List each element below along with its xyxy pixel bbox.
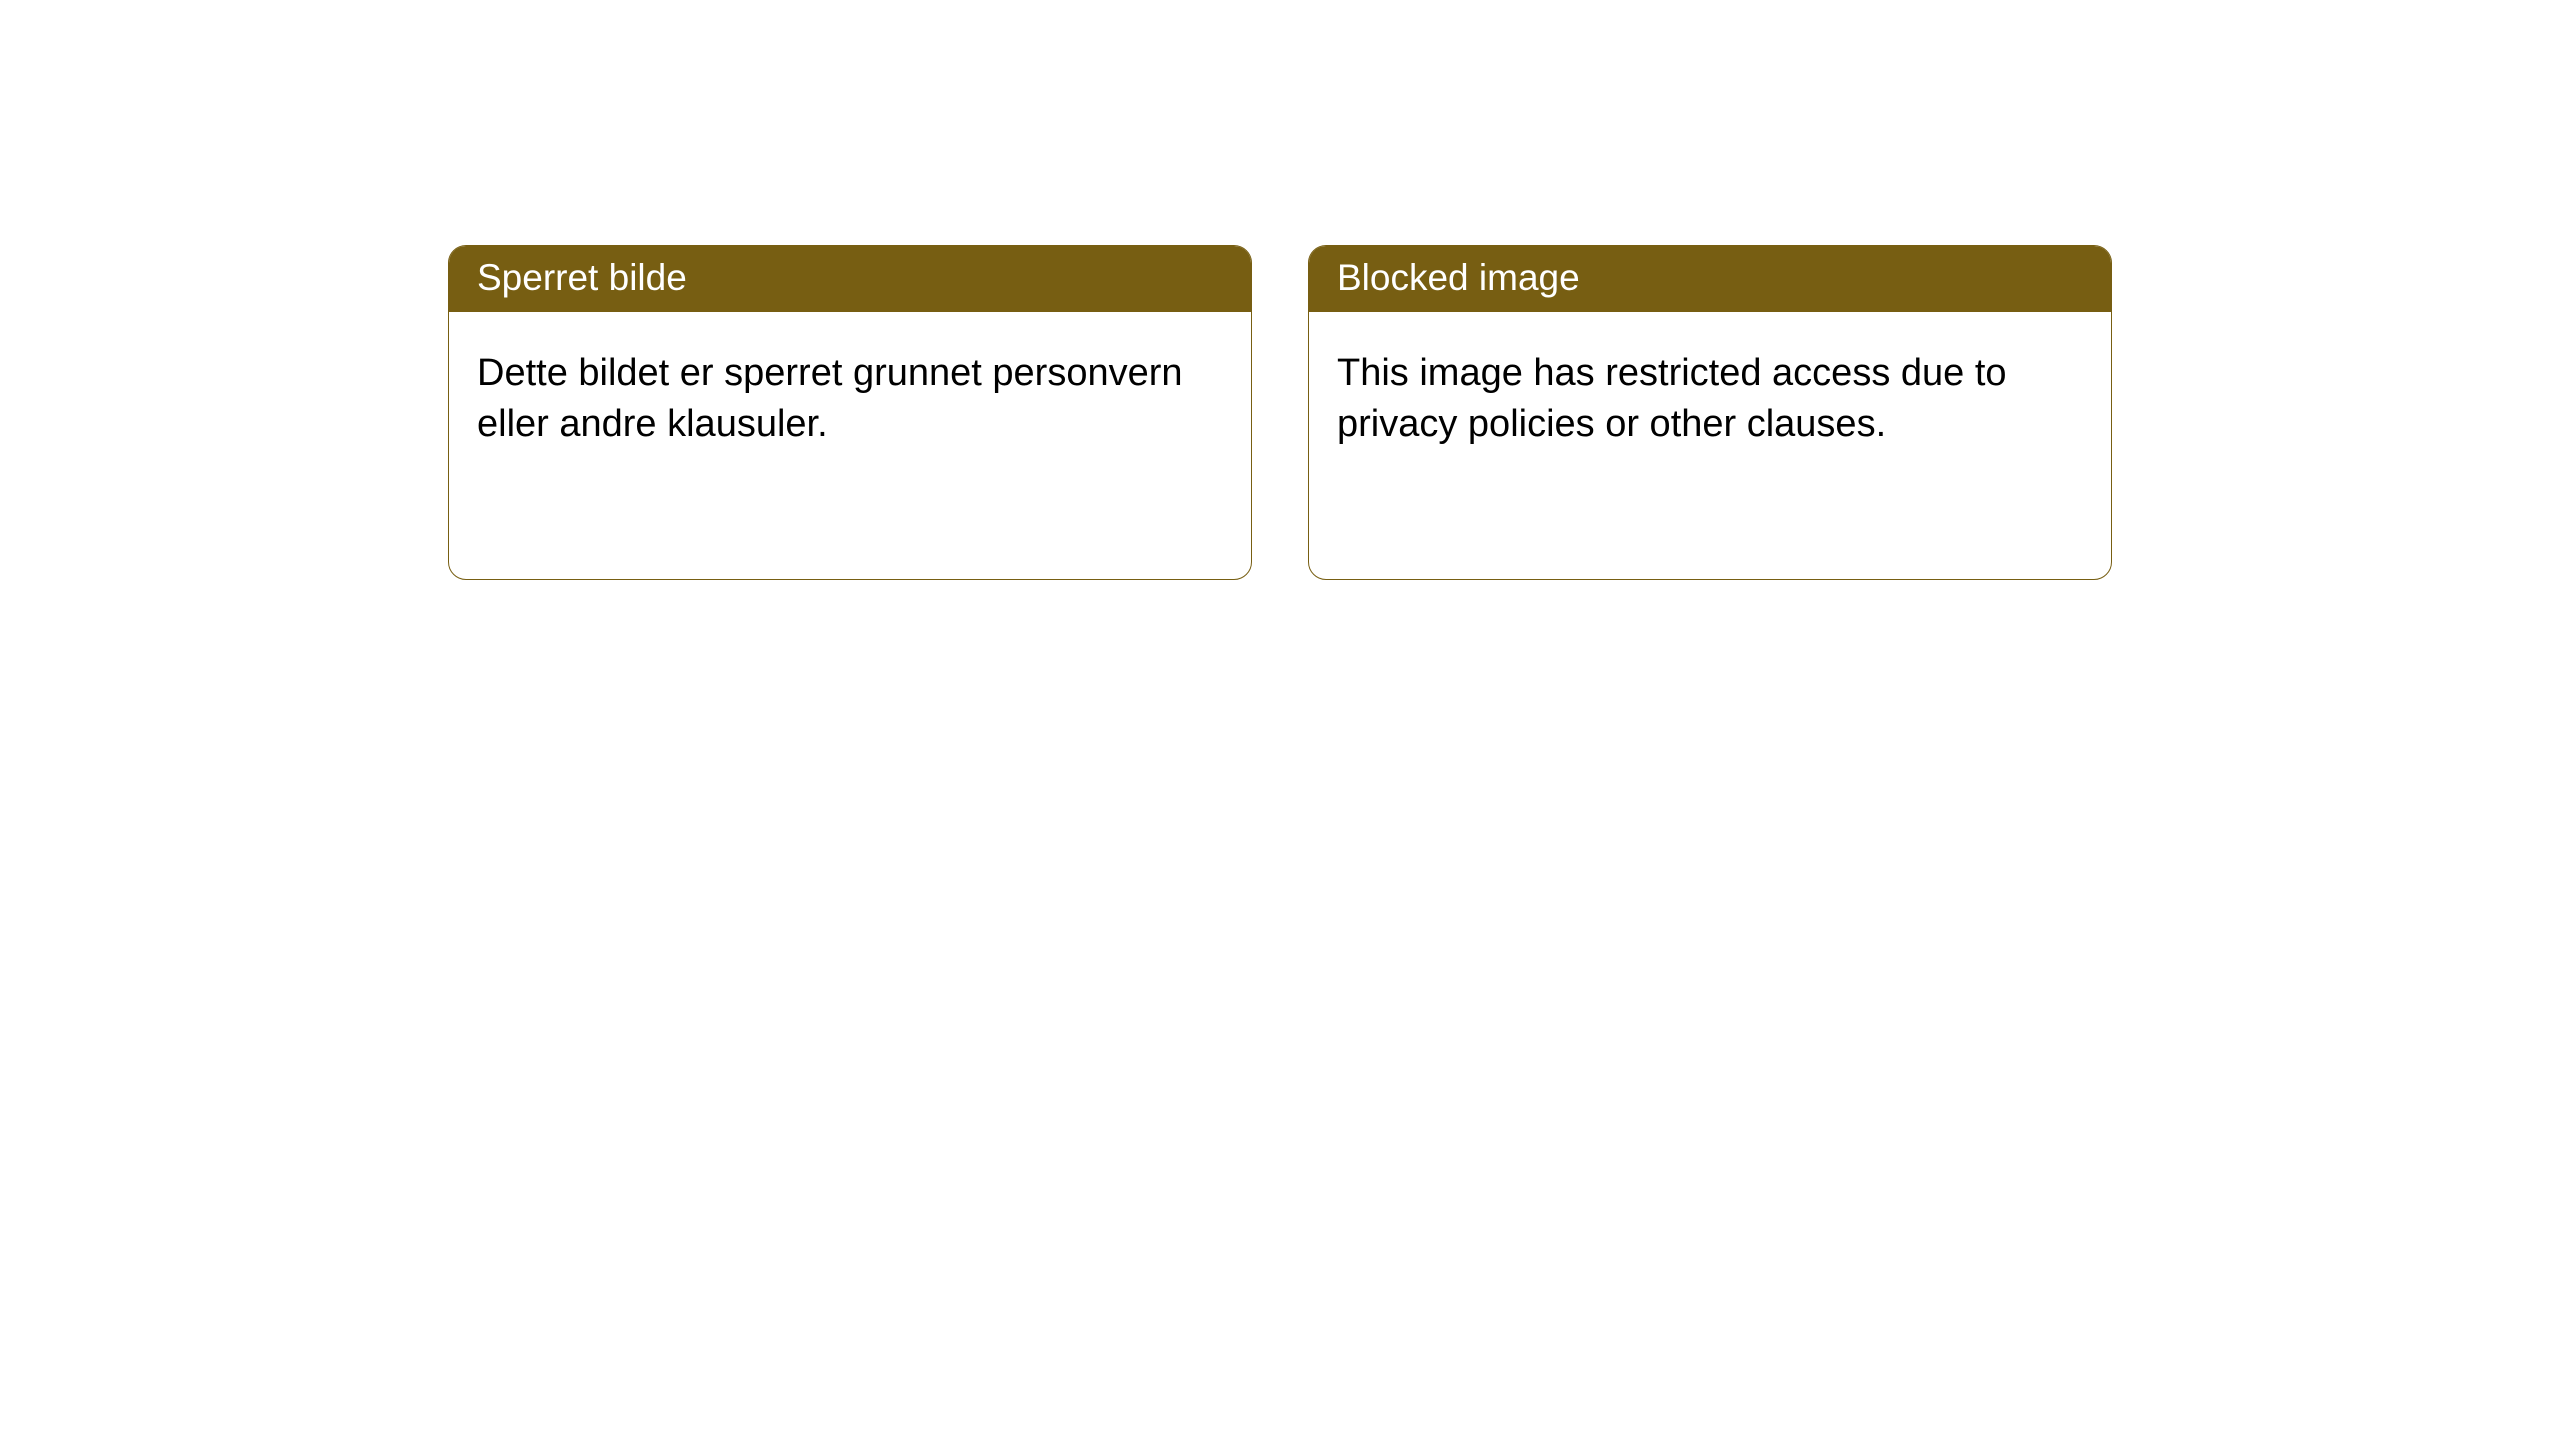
blocked-image-card-no: Sperret bilde Dette bildet er sperret gr… xyxy=(448,245,1252,580)
blocked-image-card-en: Blocked image This image has restricted … xyxy=(1308,245,2112,580)
card-header-en: Blocked image xyxy=(1309,246,2111,312)
card-header-no: Sperret bilde xyxy=(449,246,1251,312)
notice-container: Sperret bilde Dette bildet er sperret gr… xyxy=(0,0,2560,580)
card-body-no: Dette bildet er sperret grunnet personve… xyxy=(449,312,1251,476)
card-body-en: This image has restricted access due to … xyxy=(1309,312,2111,476)
